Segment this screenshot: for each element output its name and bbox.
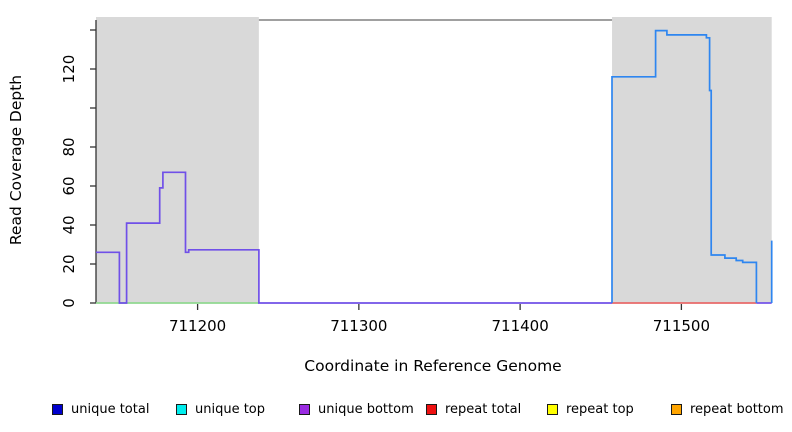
- legend-label: repeat top: [566, 401, 634, 417]
- legend-label: repeat bottom: [690, 401, 784, 417]
- x-tick-label: 711500: [653, 317, 710, 335]
- legend-swatch: [52, 403, 63, 415]
- legend-label: repeat total: [445, 401, 522, 417]
- legend-item-repeat-top: repeat top: [547, 399, 634, 419]
- series-unique-total: [611, 29, 758, 303]
- x-axis-title: Coordinate in Reference Genome: [304, 357, 561, 375]
- legend-item-repeat-bottom: repeat bottom: [671, 399, 784, 419]
- y-tick-label: 80: [60, 137, 78, 156]
- legend-swatch: [176, 403, 187, 415]
- y-tick-label: 120: [60, 55, 78, 84]
- x-tick-label: 711200: [169, 317, 226, 335]
- x-tick-label: 711400: [491, 317, 548, 335]
- left-repeat-region: [96, 17, 259, 303]
- legend-item-unique-total: unique total: [52, 399, 149, 419]
- y-tick-label: 20: [60, 254, 78, 273]
- legend-label: unique bottom: [318, 401, 414, 417]
- legend-label: unique total: [71, 401, 150, 417]
- y-tick-label: 60: [60, 176, 78, 195]
- legend-label: unique top: [195, 401, 266, 417]
- series-unique-bottom: [96, 171, 612, 304]
- right-repeat-region: [612, 17, 772, 303]
- legend-item-repeat-total: repeat total: [426, 399, 521, 419]
- legend-swatch: [547, 403, 558, 415]
- y-axis-title: Read Coverage Depth: [7, 75, 25, 245]
- y-tick-label: 0: [60, 298, 78, 308]
- legend-item-unique-top: unique top: [176, 399, 265, 419]
- legend-swatch: [426, 403, 437, 415]
- legend-item-unique-bottom: unique bottom: [299, 399, 414, 419]
- y-tick-label: 40: [60, 215, 78, 234]
- x-tick-label: 711300: [330, 317, 387, 335]
- legend-swatch: [671, 403, 682, 415]
- legend-swatch: [299, 403, 310, 415]
- legend: unique total unique top unique bottom repea…: [0, 399, 792, 423]
